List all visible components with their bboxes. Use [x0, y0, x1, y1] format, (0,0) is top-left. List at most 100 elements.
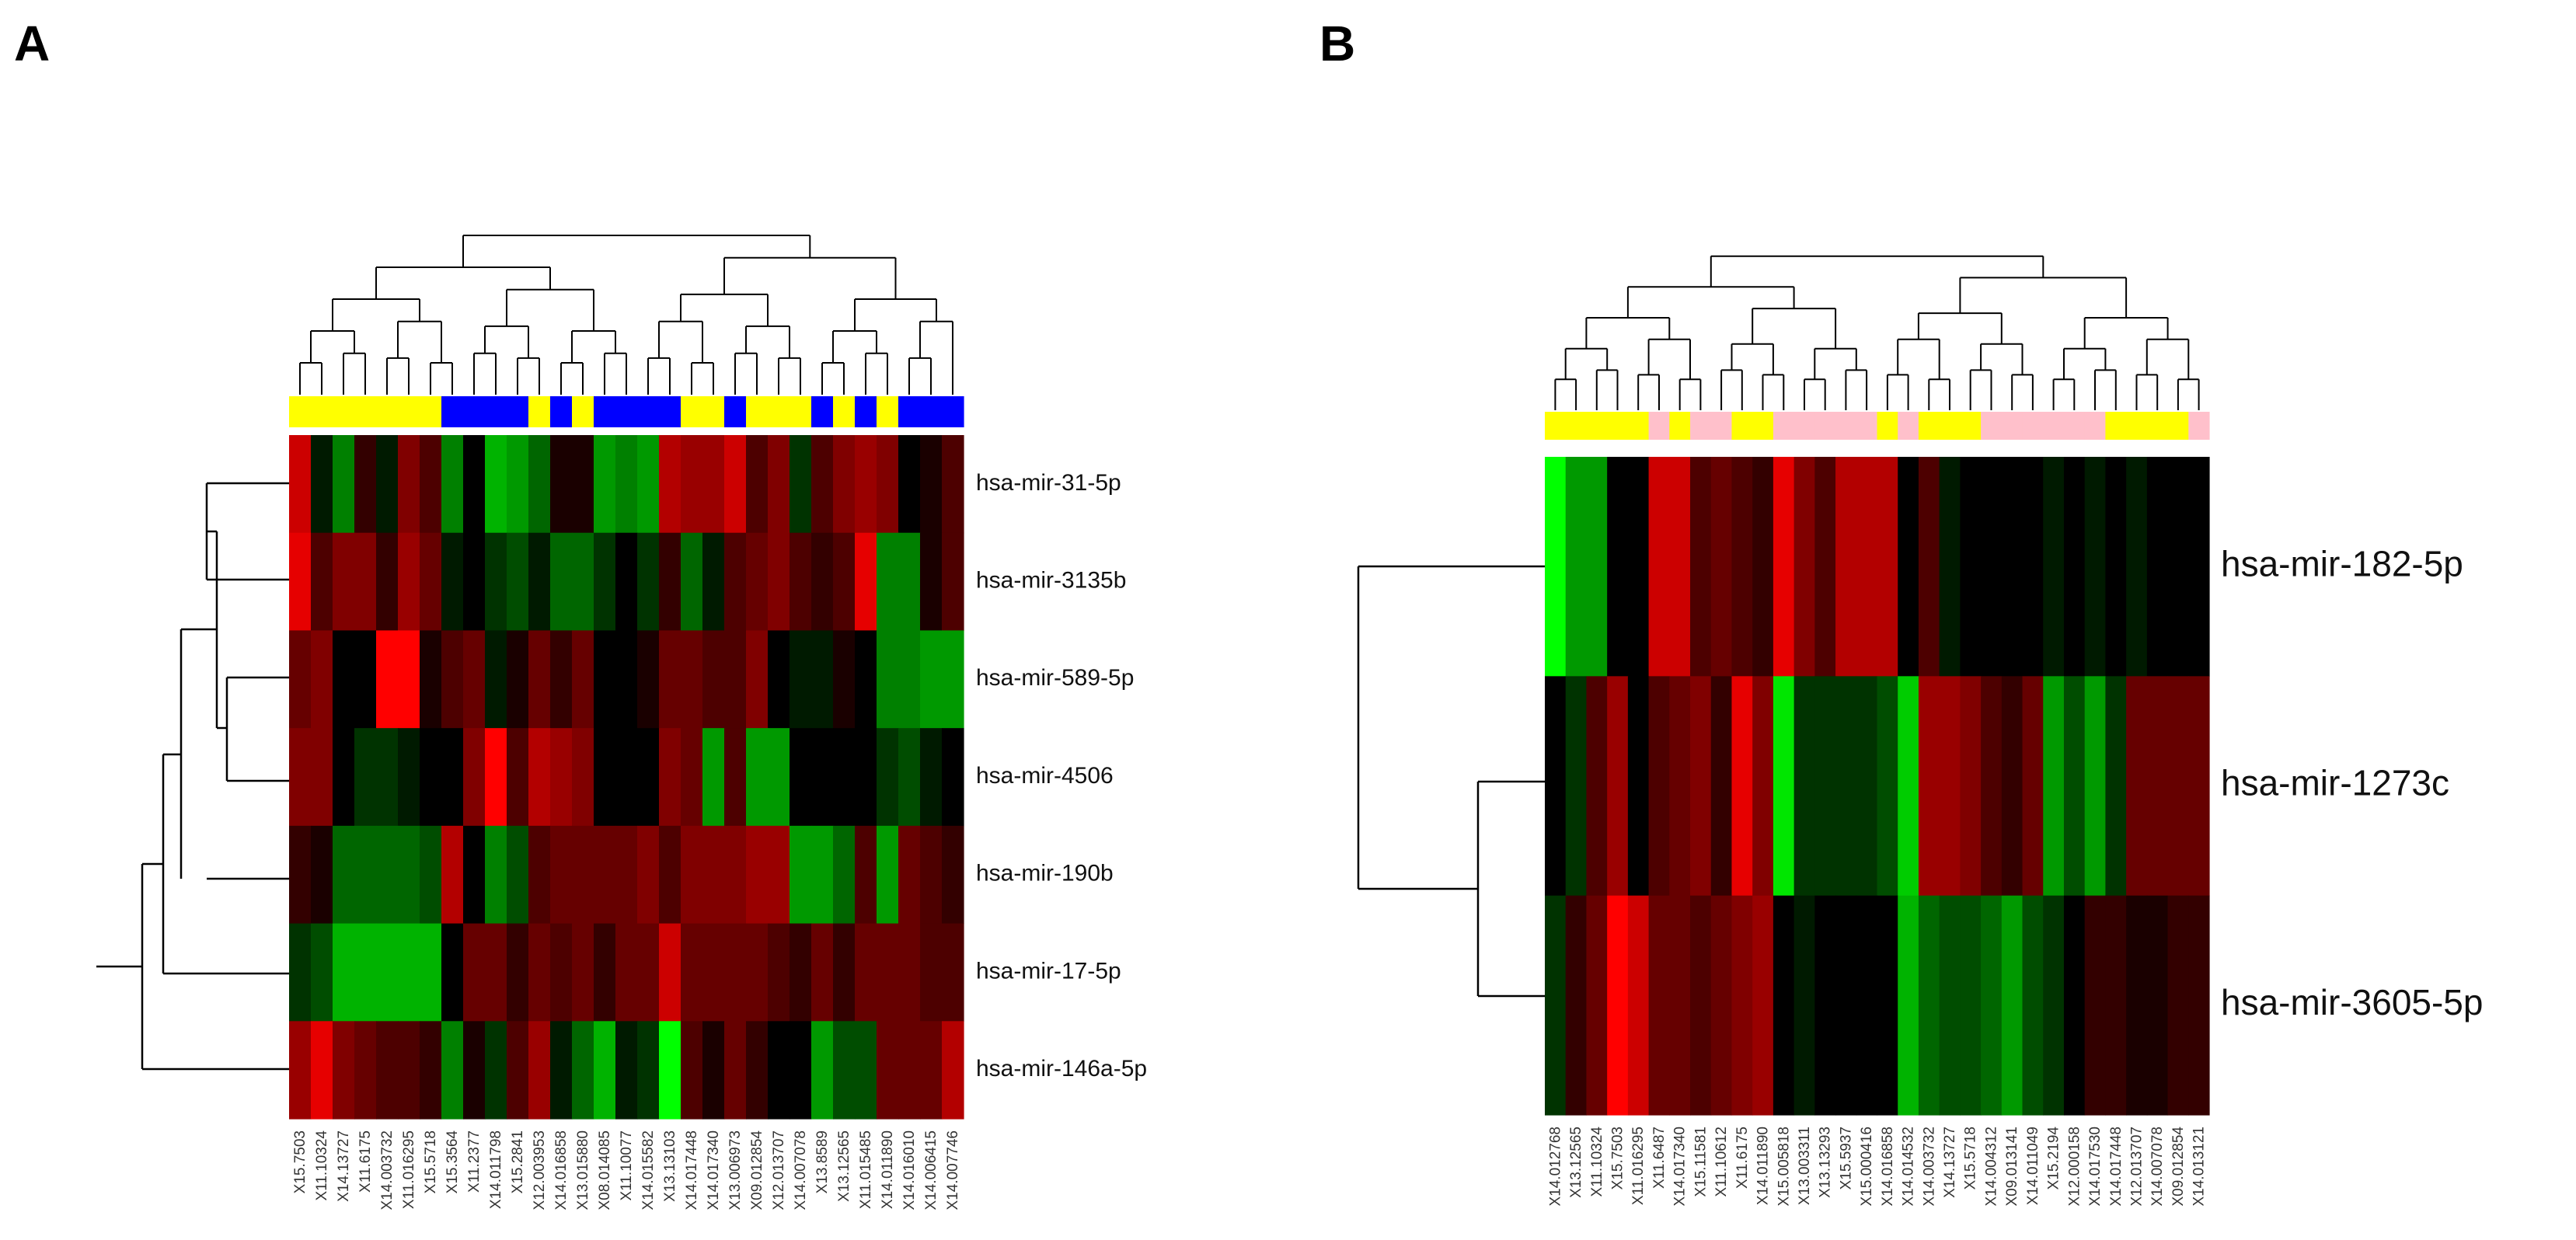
group-color-cell	[333, 396, 355, 427]
heatmap-cell	[659, 435, 681, 534]
group-color-cell	[1545, 412, 1567, 440]
column-label: X11.2377	[466, 1130, 483, 1193]
heatmap-cell	[898, 532, 921, 632]
heatmap-cell	[637, 630, 660, 729]
heatmap-cell	[1960, 895, 1982, 1116]
column-label: X15.3564	[444, 1130, 461, 1194]
group-color-cell	[1835, 412, 1857, 440]
column-label: X14.011798	[488, 1130, 504, 1209]
heatmap-cell	[1627, 457, 1650, 677]
group-color-cell	[833, 396, 856, 427]
group-color-cell	[637, 396, 660, 427]
heatmap-cell	[1918, 676, 1940, 897]
group-color-cell	[485, 396, 507, 427]
heatmap-cell	[1752, 895, 1774, 1116]
heatmap-cell	[920, 825, 943, 925]
heatmap-cell	[2146, 457, 2169, 677]
heatmap-cell	[790, 435, 812, 534]
heatmap-cell	[1856, 676, 1878, 897]
heatmap-cell	[1835, 457, 1857, 677]
heatmap-cell	[441, 532, 464, 632]
heatmap-cell	[528, 435, 551, 534]
heatmap-cell	[463, 435, 486, 534]
heatmap-cell	[376, 435, 399, 534]
heatmap-cell	[768, 923, 790, 1022]
heatmap-cell	[2043, 676, 2065, 897]
heatmap-cell	[768, 630, 790, 729]
heatmap-cell	[811, 825, 834, 925]
column-label: X14.13727	[1942, 1127, 1958, 1198]
heatmap-cell	[833, 1021, 856, 1120]
heatmap-cell	[507, 435, 529, 534]
heatmap-cell	[594, 825, 616, 925]
group-color-cell	[1918, 412, 1940, 440]
heatmap-cell	[615, 728, 638, 827]
column-label: X11.016295	[1630, 1127, 1647, 1205]
column-label: X14.004312	[1984, 1127, 2000, 1207]
group-color-cell	[463, 396, 486, 427]
heatmap-cell	[1773, 676, 1795, 897]
column-label: X14.014532	[1901, 1127, 1917, 1207]
group-color-cell	[1856, 412, 1878, 440]
row-label: hsa-mir-589-5p	[976, 665, 1134, 691]
heatmap-cell	[420, 630, 442, 729]
heatmap-cell	[1545, 676, 1567, 897]
heatmap-cell	[746, 825, 769, 925]
group-color-cell	[2043, 412, 2065, 440]
heatmap-cell	[920, 435, 943, 534]
heatmap-cell	[659, 825, 681, 925]
heatmap-cell	[1669, 895, 1691, 1116]
heatmap-cell	[2084, 676, 2107, 897]
group-color-cell	[702, 396, 725, 427]
heatmap-cell	[420, 1021, 442, 1120]
heatmap-cell	[572, 1021, 594, 1120]
heatmap-cell	[550, 728, 573, 827]
heatmap-cell	[572, 630, 594, 729]
heatmap-cell	[724, 630, 747, 729]
column-label: X14.013121	[2191, 1127, 2208, 1207]
heatmap-cell	[398, 532, 420, 632]
heatmap-cell	[507, 728, 529, 827]
column-label: X12.013707	[771, 1130, 787, 1210]
group-color-cell	[920, 396, 943, 427]
group-color-cell	[507, 396, 529, 427]
column-label: X14.017448	[2108, 1127, 2125, 1207]
heatmap-cell	[768, 825, 790, 925]
heatmap-cell	[463, 630, 486, 729]
heatmap-cell	[289, 1021, 312, 1120]
heatmap-cell	[898, 825, 921, 925]
heatmap-cell	[2084, 895, 2107, 1116]
row-label: hsa-mir-31-5p	[976, 470, 1121, 496]
heatmap-cell	[942, 532, 964, 632]
heatmap-cell	[1710, 457, 1733, 677]
heatmap-cell	[463, 532, 486, 632]
column-label: X15.5718	[423, 1130, 439, 1193]
column-label: X14.006415	[923, 1130, 939, 1210]
heatmap-cell	[2084, 457, 2107, 677]
heatmap-cell	[441, 630, 464, 729]
heatmap-cell	[746, 435, 769, 534]
heatmap-cell	[289, 923, 312, 1022]
heatmap-cell	[1648, 676, 1670, 897]
column-label: X14.011890	[1755, 1127, 1772, 1205]
heatmap-cell	[1648, 895, 1670, 1116]
heatmap-cell	[311, 825, 333, 925]
heatmap-cell	[1607, 676, 1629, 897]
heatmap-cell	[1877, 676, 1898, 897]
group-color-cell	[2105, 412, 2127, 440]
heatmap-cell	[311, 1021, 333, 1120]
heatmap-cell	[354, 532, 377, 632]
heatmap-cell	[790, 728, 812, 827]
heatmap-cell	[2126, 895, 2148, 1116]
heatmap-cell	[790, 825, 812, 925]
heatmap-cell	[507, 630, 529, 729]
group-color-cell	[1690, 412, 1712, 440]
heatmap-cell	[681, 728, 703, 827]
heatmap-cell	[572, 825, 594, 925]
heatmap-cell	[463, 825, 486, 925]
column-label: X11.6175	[357, 1130, 374, 1193]
column-label: X11.10324	[314, 1130, 330, 1201]
heatmap-cell	[311, 435, 333, 534]
heatmap-cell	[877, 923, 899, 1022]
column-label: X13.12565	[1568, 1127, 1584, 1198]
